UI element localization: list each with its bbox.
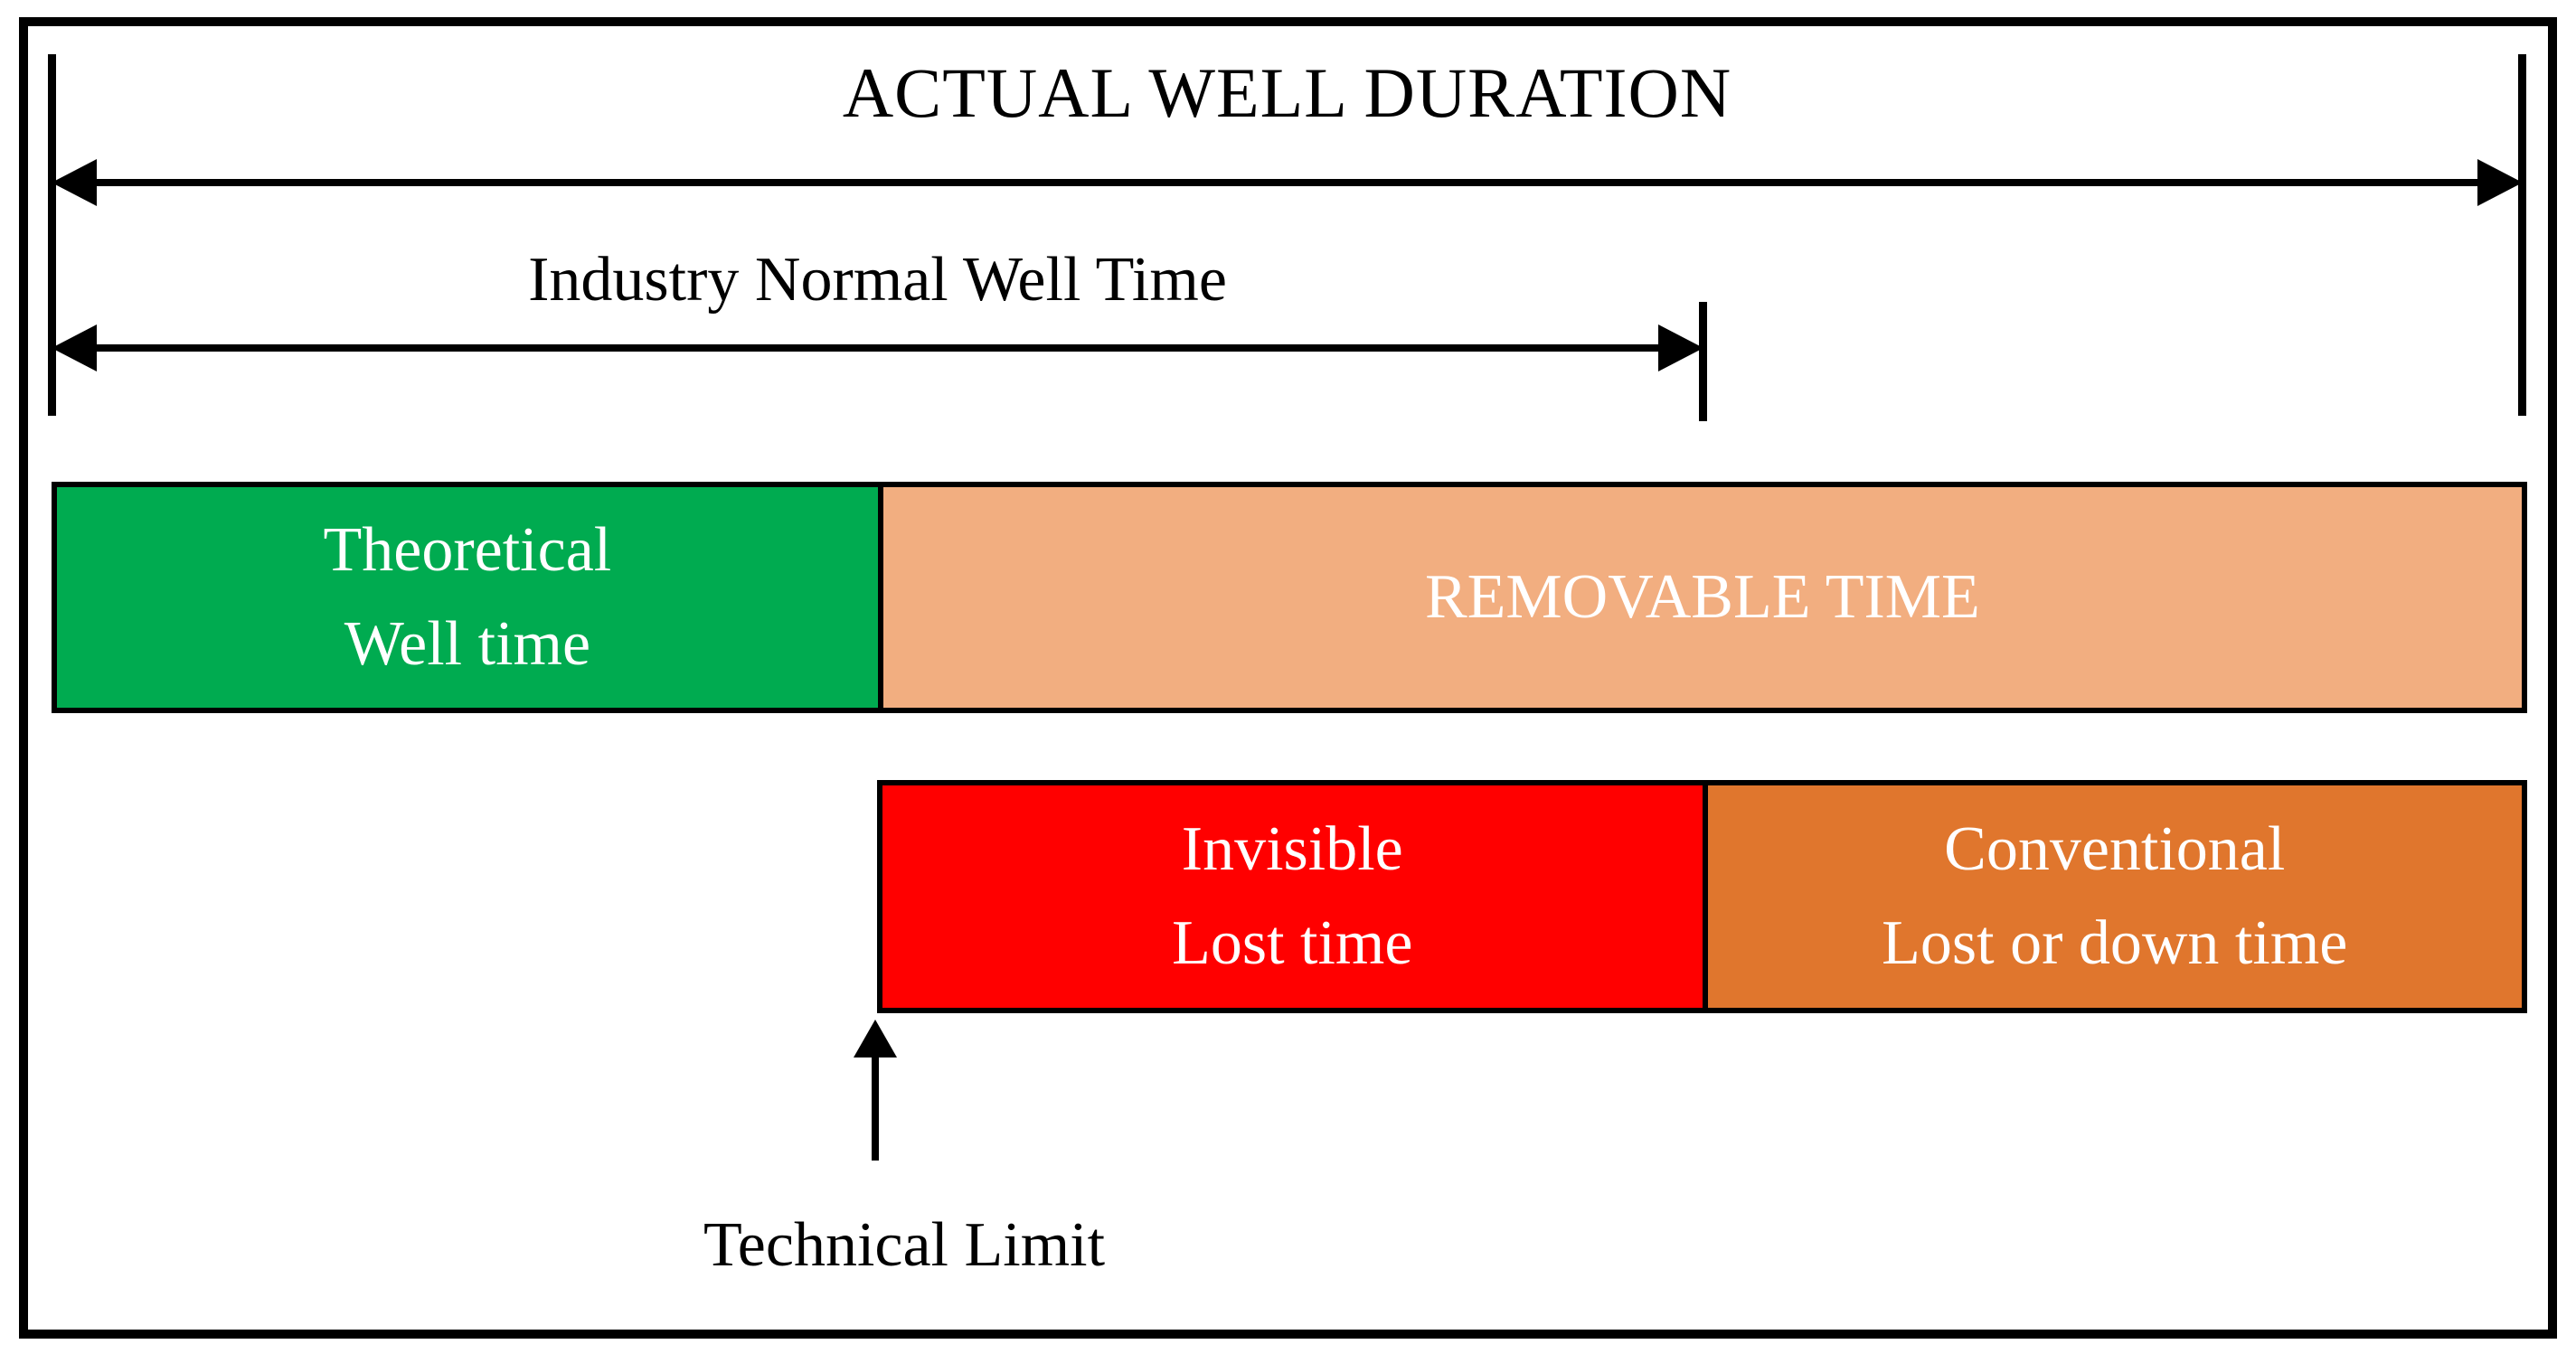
well-time-bar: Theoretical Well time REMOVABLE TIME xyxy=(52,482,2527,713)
arrowhead-left-icon xyxy=(52,324,97,371)
segment-label-line: Lost or down time xyxy=(1882,908,2348,978)
segment-label-line: Well time xyxy=(344,609,591,679)
duration-start-tick xyxy=(48,54,56,416)
technical-limit-label: Technical Limit xyxy=(703,1210,1106,1280)
arrow-line xyxy=(90,344,1665,352)
arrowhead-up-icon xyxy=(854,1020,897,1058)
segment-label-line: REMOVABLE TIME xyxy=(1424,562,1980,632)
duration-end-tick xyxy=(2518,54,2526,416)
conventional-lost-time-segment: Conventional Lost or down time xyxy=(1702,785,2522,1008)
arrowhead-right-icon xyxy=(2477,159,2523,206)
segment-label-line: Theoretical xyxy=(323,515,612,585)
invisible-lost-time-segment: Invisible Lost time xyxy=(882,785,1703,1008)
arrowhead-right-icon xyxy=(1658,324,1703,371)
segment-label-line: Conventional xyxy=(1944,814,2286,884)
theoretical-well-time-segment: Theoretical Well time xyxy=(57,487,878,708)
diagram-title: ACTUAL WELL DURATION xyxy=(842,53,1732,132)
segment-label-line: Invisible xyxy=(1181,814,1403,884)
industry-normal-well-time-label: Industry Normal Well Time xyxy=(528,245,1227,315)
segment-label-line: Lost time xyxy=(1172,908,1413,978)
removable-time-segment: REMOVABLE TIME xyxy=(877,487,2522,708)
lost-time-bar: Invisible Lost time Conventional Lost or… xyxy=(877,780,2527,1013)
technical-limit-arrow xyxy=(854,1020,897,1162)
arrowhead-left-icon xyxy=(52,159,97,206)
arrow-line xyxy=(90,179,2485,186)
arrow-line xyxy=(872,1054,879,1161)
diagram-border-frame xyxy=(19,17,2557,1339)
actual-well-duration-arrow xyxy=(52,159,2523,206)
industry-normal-well-time-arrow xyxy=(52,324,1703,371)
